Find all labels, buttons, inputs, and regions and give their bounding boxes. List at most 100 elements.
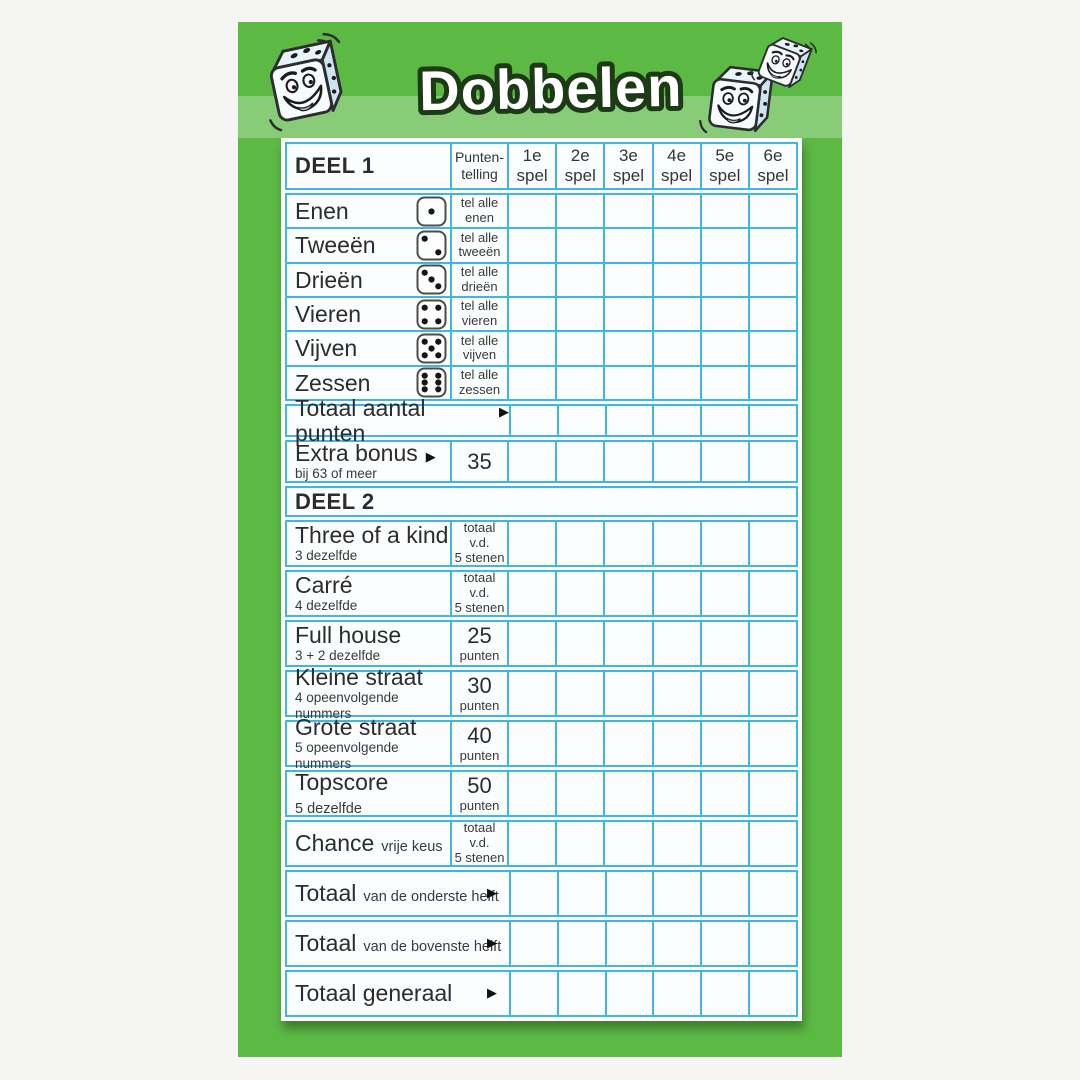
score-cell[interactable] bbox=[507, 297, 555, 331]
score-cell[interactable] bbox=[652, 922, 700, 965]
score-cell[interactable] bbox=[747, 332, 796, 365]
score-cell[interactable] bbox=[747, 263, 796, 296]
score-cell[interactable] bbox=[748, 872, 796, 915]
score-cell[interactable] bbox=[652, 406, 700, 435]
score-cell[interactable] bbox=[555, 622, 603, 665]
score-cell[interactable] bbox=[555, 332, 603, 365]
score-cell[interactable] bbox=[700, 406, 748, 435]
score-cell[interactable] bbox=[699, 572, 748, 615]
score-cell[interactable] bbox=[603, 263, 651, 296]
score-cell[interactable] bbox=[555, 672, 603, 715]
score-cell[interactable] bbox=[699, 822, 748, 865]
score-cell[interactable] bbox=[747, 442, 796, 481]
score-cell[interactable] bbox=[700, 872, 748, 915]
score-cell[interactable] bbox=[651, 522, 700, 565]
score-cell[interactable] bbox=[700, 972, 748, 1015]
score-cell[interactable] bbox=[699, 522, 748, 565]
score-cell[interactable] bbox=[509, 406, 557, 435]
score-cell[interactable] bbox=[651, 229, 700, 262]
score-cell[interactable] bbox=[747, 822, 796, 865]
score-cell[interactable] bbox=[651, 772, 700, 815]
score-cell[interactable] bbox=[699, 622, 748, 665]
score-cell[interactable] bbox=[507, 442, 555, 481]
score-cell[interactable] bbox=[507, 722, 555, 765]
score-cell[interactable] bbox=[555, 366, 603, 399]
score-cell[interactable] bbox=[555, 442, 603, 481]
score-cell[interactable] bbox=[603, 332, 651, 365]
score-cell[interactable] bbox=[507, 229, 555, 262]
score-cell[interactable] bbox=[555, 572, 603, 615]
score-cell[interactable] bbox=[747, 672, 796, 715]
score-cell[interactable] bbox=[507, 772, 555, 815]
score-cell[interactable] bbox=[603, 442, 651, 481]
score-cell[interactable] bbox=[507, 622, 555, 665]
score-cell[interactable] bbox=[652, 972, 700, 1015]
score-cell[interactable] bbox=[603, 772, 651, 815]
score-cell[interactable] bbox=[700, 922, 748, 965]
score-cell[interactable] bbox=[507, 195, 555, 228]
score-cell[interactable] bbox=[555, 722, 603, 765]
score-cell[interactable] bbox=[604, 922, 653, 965]
score-cell[interactable] bbox=[651, 722, 700, 765]
score-cell[interactable] bbox=[651, 366, 700, 399]
score-cell[interactable] bbox=[555, 297, 603, 331]
score-cell[interactable] bbox=[507, 263, 555, 296]
score-cell[interactable] bbox=[651, 263, 700, 296]
score-cell[interactable] bbox=[699, 229, 748, 262]
score-cell[interactable] bbox=[555, 229, 603, 262]
score-cell[interactable] bbox=[699, 195, 748, 228]
score-cell[interactable] bbox=[603, 366, 651, 399]
score-cell[interactable] bbox=[651, 672, 700, 715]
score-cell[interactable] bbox=[555, 522, 603, 565]
score-cell[interactable] bbox=[747, 297, 796, 331]
score-cell[interactable] bbox=[507, 522, 555, 565]
score-cell[interactable] bbox=[507, 332, 555, 365]
score-cell[interactable] bbox=[747, 195, 796, 228]
score-cell[interactable] bbox=[509, 972, 557, 1015]
score-cell[interactable] bbox=[652, 872, 700, 915]
score-cell[interactable] bbox=[556, 922, 605, 965]
score-cell[interactable] bbox=[699, 722, 748, 765]
score-cell[interactable] bbox=[747, 622, 796, 665]
score-cell[interactable] bbox=[507, 822, 555, 865]
score-cell[interactable] bbox=[555, 822, 603, 865]
score-cell[interactable] bbox=[507, 366, 555, 399]
score-cell[interactable] bbox=[603, 297, 651, 331]
score-cell[interactable] bbox=[603, 572, 651, 615]
score-cell[interactable] bbox=[748, 922, 796, 965]
score-cell[interactable] bbox=[604, 406, 653, 435]
score-cell[interactable] bbox=[556, 972, 605, 1015]
score-cell[interactable] bbox=[603, 229, 651, 262]
score-cell[interactable] bbox=[748, 406, 796, 435]
score-cell[interactable] bbox=[699, 672, 748, 715]
score-cell[interactable] bbox=[699, 263, 748, 296]
score-cell[interactable] bbox=[604, 972, 653, 1015]
score-cell[interactable] bbox=[555, 772, 603, 815]
score-cell[interactable] bbox=[651, 622, 700, 665]
score-cell[interactable] bbox=[603, 722, 651, 765]
score-cell[interactable] bbox=[651, 572, 700, 615]
score-cell[interactable] bbox=[699, 332, 748, 365]
score-cell[interactable] bbox=[651, 822, 700, 865]
score-cell[interactable] bbox=[699, 297, 748, 331]
score-cell[interactable] bbox=[748, 972, 796, 1015]
score-cell[interactable] bbox=[651, 332, 700, 365]
score-cell[interactable] bbox=[507, 572, 555, 615]
score-cell[interactable] bbox=[555, 263, 603, 296]
score-cell[interactable] bbox=[509, 922, 557, 965]
score-cell[interactable] bbox=[556, 872, 605, 915]
score-cell[interactable] bbox=[699, 442, 748, 481]
score-cell[interactable] bbox=[651, 297, 700, 331]
score-cell[interactable] bbox=[651, 442, 700, 481]
score-cell[interactable] bbox=[603, 822, 651, 865]
score-cell[interactable] bbox=[747, 722, 796, 765]
score-cell[interactable] bbox=[747, 366, 796, 399]
score-cell[interactable] bbox=[603, 522, 651, 565]
score-cell[interactable] bbox=[747, 229, 796, 262]
score-cell[interactable] bbox=[699, 366, 748, 399]
score-cell[interactable] bbox=[603, 622, 651, 665]
score-cell[interactable] bbox=[556, 406, 605, 435]
score-cell[interactable] bbox=[747, 772, 796, 815]
score-cell[interactable] bbox=[604, 872, 653, 915]
score-cell[interactable] bbox=[747, 572, 796, 615]
